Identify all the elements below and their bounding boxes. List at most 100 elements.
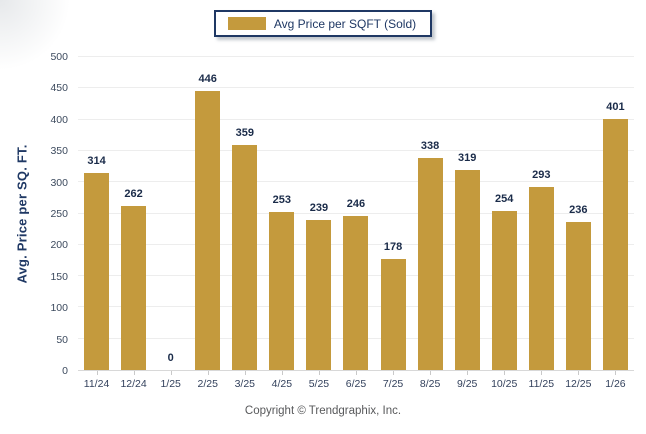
y-axis-tick-label: 450 <box>50 82 68 95</box>
bar-slot: 253 <box>263 57 300 370</box>
bar-slot: 246 <box>337 57 374 370</box>
bar-value-label: 239 <box>309 202 329 214</box>
x-axis-label: 5/25 <box>300 371 337 390</box>
y-axis-title: Avg. Price per SQ. FT. <box>14 144 30 284</box>
bar-value-label: 359 <box>235 127 254 139</box>
bar <box>121 206 147 370</box>
bar-value-label: 314 <box>87 155 106 167</box>
x-axis-tick <box>578 371 580 375</box>
x-axis-label: 4/25 <box>263 371 300 390</box>
bar-slot: 254 <box>486 57 523 370</box>
x-axis-tick <box>244 371 246 375</box>
bar-value-label: 246 <box>346 198 366 210</box>
x-axis-labels: 11/24 12/24 1/25 2/25 3/25 4/25 5/25 6/25 7/25 8/… <box>78 371 634 390</box>
gridline <box>78 118 634 120</box>
x-axis-tick <box>541 371 543 375</box>
x-axis-label: 3/25 <box>226 371 263 390</box>
legend: Avg Price per SQFT (Sold) <box>213 10 433 37</box>
bar <box>565 222 591 370</box>
y-axis-tick-label: 150 <box>50 270 68 283</box>
x-axis-tick <box>393 371 395 375</box>
bar-slot: 293 <box>523 57 560 370</box>
footer: Copyright © Trendgraphix, Inc. <box>0 401 646 419</box>
y-axis-tick-label: 50 <box>56 333 68 346</box>
bar <box>84 173 110 370</box>
bar-slot: 319 <box>449 57 486 370</box>
bar <box>417 158 443 370</box>
gridline <box>78 181 634 183</box>
x-axis-tick <box>133 371 135 375</box>
bar-value-label: 254 <box>495 193 514 205</box>
x-axis-label: 1/26 <box>597 371 634 390</box>
copyright-text: Copyright © Trendgraphix, Inc. <box>244 405 402 417</box>
bar-slot: 401 <box>597 57 634 370</box>
legend-label: Avg Price per SQFT (Sold) <box>273 16 417 31</box>
bar-slot: 0 <box>152 57 189 370</box>
x-axis-tick <box>281 371 283 375</box>
y-axis-tick-label: 250 <box>50 207 68 220</box>
bar-value-label: 0 <box>167 352 174 364</box>
bar-value-label: 262 <box>124 188 143 200</box>
bar-value-label: 401 <box>606 101 625 113</box>
x-axis-label: 8/25 <box>412 371 449 390</box>
bar <box>306 220 332 370</box>
x-axis: 11/24 12/24 1/25 2/25 3/25 4/25 5/25 6/25 7/25 8/… <box>0 371 646 390</box>
x-axis-label: 1/25 <box>152 371 189 390</box>
bar-slot: 178 <box>375 57 412 370</box>
bar <box>343 216 369 370</box>
bar-value-label: 293 <box>532 169 551 181</box>
bar <box>380 259 406 370</box>
bar-value-label: 446 <box>198 73 217 85</box>
bar-value-label: 236 <box>569 204 588 216</box>
x-axis-label: 7/25 <box>375 371 412 390</box>
y-axis-tick-label: 100 <box>50 301 68 314</box>
legend-swatch-icon <box>227 17 266 30</box>
bar-slot: 262 <box>115 57 152 370</box>
x-axis-tick <box>96 371 98 375</box>
bar-slot: 359 <box>226 57 263 370</box>
x-axis-label: 10/25 <box>486 371 523 390</box>
x-axis-tick <box>318 371 320 375</box>
bar <box>454 170 480 370</box>
y-axis: Avg. Price per SQ. FT. 0 50 100 150 200 250 30… <box>0 52 78 376</box>
y-axis-tick-label: 350 <box>50 144 68 157</box>
gridline <box>78 212 634 214</box>
y-axis-tick-label: 400 <box>50 113 68 126</box>
x-axis-label: 6/25 <box>337 371 374 390</box>
bar <box>602 119 628 370</box>
bar-slot: 239 <box>300 57 337 370</box>
y-axis-tick-label: 0 <box>62 364 68 377</box>
gridline <box>78 87 634 89</box>
y-axis-tick-label: 300 <box>50 176 68 189</box>
x-axis-label: 12/25 <box>560 371 597 390</box>
bar <box>528 187 554 370</box>
bar-slot: 314 <box>78 57 115 370</box>
bar-slot: 338 <box>412 57 449 370</box>
bar <box>269 212 295 370</box>
bar <box>491 211 517 370</box>
bar <box>195 91 221 370</box>
gridline <box>78 149 634 151</box>
bar-value-label: 338 <box>420 140 440 152</box>
y-axis-tick-label: 200 <box>50 239 68 252</box>
bar-slot: 236 <box>560 57 597 370</box>
x-axis-label: 2/25 <box>189 371 226 390</box>
chart-area: Avg. Price per SQ. FT. 0 50 100 150 200 250 30… <box>0 52 646 376</box>
gridline <box>78 56 634 57</box>
legend-row: Avg Price per SQFT (Sold) <box>0 0 646 37</box>
x-axis-tick <box>430 371 432 375</box>
x-axis-tick <box>504 371 506 375</box>
plot-area: 314 262 0 446 359 253 239 246 178 338 319 254 293 236… <box>78 56 634 371</box>
x-axis-label: 11/25 <box>523 371 560 390</box>
x-axis-tick <box>170 371 172 375</box>
bar-value-label: 319 <box>457 152 477 164</box>
bar <box>232 145 258 370</box>
x-axis-label: 12/24 <box>115 371 152 390</box>
x-axis-tick <box>207 371 209 375</box>
x-axis-label: 9/25 <box>449 371 486 390</box>
x-axis-tick <box>467 371 469 375</box>
bar-value-label: 253 <box>272 194 292 206</box>
bar-value-label: 178 <box>383 241 403 253</box>
bar-series: 314 262 0 446 359 253 239 246 178 338 319 254 293 236… <box>78 57 634 370</box>
